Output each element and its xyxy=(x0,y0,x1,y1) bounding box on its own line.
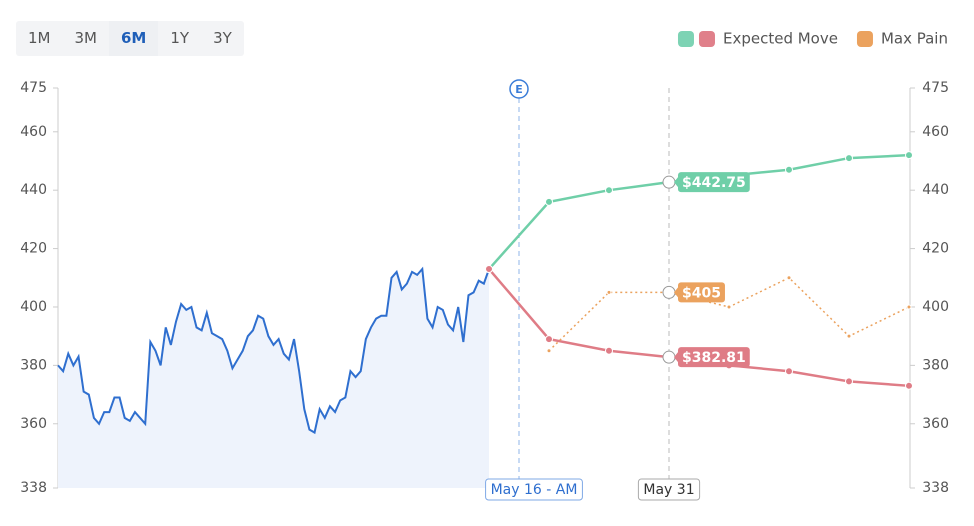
history-line xyxy=(57,266,490,435)
series-point xyxy=(606,289,612,295)
series-point xyxy=(662,350,676,364)
y-tick-label-right: 475 xyxy=(922,80,949,96)
value-label-arrow xyxy=(674,177,678,188)
y-tick-label-right: 338 xyxy=(922,480,949,496)
y-tick-label-right: 440 xyxy=(922,182,949,198)
range-button[interactable]: 1M xyxy=(28,29,51,47)
y-tick-label-right: 400 xyxy=(922,299,949,315)
value-label-box xyxy=(678,347,750,368)
event-label: May 16 - AM xyxy=(491,482,578,498)
series-point xyxy=(546,348,552,354)
legend-label: Max Pain xyxy=(881,30,948,48)
legend-label: Expected Move xyxy=(723,30,838,48)
series-point xyxy=(662,285,676,299)
value-label-arrow xyxy=(674,352,678,363)
series-point xyxy=(846,333,852,339)
value-label-arrow xyxy=(674,287,678,298)
x-tick-box xyxy=(637,478,701,501)
y-tick-label: 360 xyxy=(20,416,47,432)
y-tick-label-right: 460 xyxy=(922,124,949,140)
history-area xyxy=(58,269,489,488)
value-label: $405 xyxy=(682,285,721,301)
event-marker xyxy=(509,79,529,99)
y-tick-label-right: 380 xyxy=(922,357,949,373)
event-marker-label: E xyxy=(515,83,523,96)
legend-swatch xyxy=(698,31,715,47)
range-button[interactable]: 1Y xyxy=(170,29,190,47)
legend-swatch xyxy=(677,31,694,47)
series-point xyxy=(485,265,493,274)
x-tick-label: May 31 xyxy=(643,482,694,498)
series-point xyxy=(905,151,913,160)
y-tick-label: 338 xyxy=(20,480,47,496)
event-label-box xyxy=(485,478,583,501)
range-button[interactable]: 3Y xyxy=(213,29,232,47)
series-point xyxy=(845,377,853,386)
series-point xyxy=(605,186,613,195)
value-label: $382.81 xyxy=(682,350,746,366)
value-label: $442.75 xyxy=(682,175,746,191)
range-button[interactable]: 3M xyxy=(74,29,98,47)
value-label-box xyxy=(678,282,725,303)
series-point xyxy=(545,197,553,206)
y-tick-label: 380 xyxy=(20,357,47,373)
y-tick-label-right: 420 xyxy=(922,241,949,257)
range-button[interactable]: 6M xyxy=(109,21,159,56)
y-tick-label: 420 xyxy=(20,241,47,257)
series-point xyxy=(545,335,553,344)
y-tick-label: 400 xyxy=(20,299,47,315)
series-point xyxy=(605,346,613,355)
series-line xyxy=(548,276,910,352)
series-point xyxy=(906,304,912,310)
range-buttons: 1M 3M 6M 1Y 3Y xyxy=(16,21,244,56)
legend-swatch xyxy=(856,31,873,47)
y-tick-label-right: 360 xyxy=(922,416,949,432)
series-point xyxy=(905,381,913,390)
y-tick-label: 440 xyxy=(20,182,47,198)
y-tick-label: 460 xyxy=(20,124,47,140)
series-point xyxy=(726,304,732,310)
y-tick-label: 475 xyxy=(20,80,47,96)
series-point xyxy=(785,165,793,174)
series-point xyxy=(662,175,676,189)
series-point xyxy=(785,367,793,376)
value-label-box xyxy=(678,172,750,193)
series-point xyxy=(845,154,853,163)
series-point xyxy=(786,275,792,281)
